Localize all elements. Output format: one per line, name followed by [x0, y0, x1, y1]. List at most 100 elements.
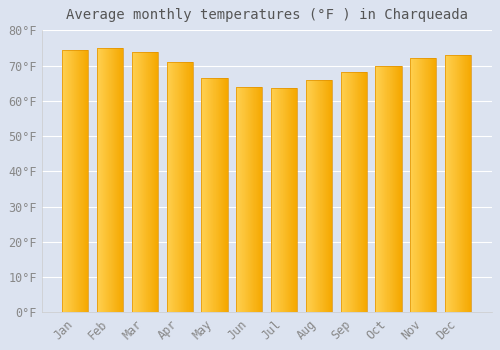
- Bar: [85, 50, 86, 313]
- Bar: [278, 88, 279, 313]
- Bar: [108, 48, 109, 313]
- Bar: [111, 48, 112, 313]
- Bar: [62, 50, 88, 313]
- Bar: [330, 80, 331, 313]
- Bar: [169, 62, 170, 313]
- Bar: [243, 87, 244, 313]
- Bar: [98, 48, 99, 313]
- Bar: [413, 58, 414, 313]
- Bar: [385, 66, 386, 313]
- Bar: [135, 52, 136, 313]
- Bar: [459, 55, 460, 313]
- Bar: [455, 55, 456, 313]
- Bar: [179, 62, 180, 313]
- Bar: [363, 72, 364, 313]
- Bar: [202, 78, 203, 313]
- Bar: [318, 80, 319, 313]
- Bar: [392, 66, 393, 313]
- Bar: [312, 80, 313, 313]
- Bar: [148, 52, 149, 313]
- Bar: [462, 55, 463, 313]
- Bar: [69, 50, 70, 313]
- Bar: [454, 55, 455, 313]
- Bar: [445, 55, 471, 313]
- Bar: [384, 66, 385, 313]
- Bar: [346, 72, 347, 313]
- Bar: [102, 48, 103, 313]
- Bar: [386, 66, 387, 313]
- Bar: [188, 62, 189, 313]
- Bar: [84, 50, 85, 313]
- Bar: [351, 72, 352, 313]
- Bar: [463, 55, 464, 313]
- Bar: [119, 48, 120, 313]
- Bar: [376, 66, 377, 313]
- Bar: [359, 72, 360, 313]
- Bar: [216, 78, 217, 313]
- Bar: [430, 58, 431, 313]
- Bar: [144, 52, 145, 313]
- Bar: [170, 62, 171, 313]
- Bar: [152, 52, 153, 313]
- Bar: [202, 78, 228, 313]
- Bar: [211, 78, 212, 313]
- Bar: [157, 52, 158, 313]
- Bar: [217, 78, 218, 313]
- Bar: [460, 55, 461, 313]
- Bar: [190, 62, 191, 313]
- Bar: [376, 66, 402, 313]
- Bar: [380, 66, 381, 313]
- Bar: [276, 88, 277, 313]
- Bar: [457, 55, 458, 313]
- Bar: [410, 58, 411, 313]
- Bar: [87, 50, 88, 313]
- Bar: [154, 52, 155, 313]
- Bar: [184, 62, 185, 313]
- Bar: [315, 80, 316, 313]
- Bar: [242, 87, 243, 313]
- Bar: [340, 72, 367, 313]
- Bar: [249, 87, 250, 313]
- Bar: [292, 88, 293, 313]
- Bar: [390, 66, 391, 313]
- Bar: [140, 52, 141, 313]
- Bar: [452, 55, 453, 313]
- Bar: [432, 58, 434, 313]
- Bar: [358, 72, 359, 313]
- Bar: [240, 87, 241, 313]
- Bar: [250, 87, 251, 313]
- Bar: [70, 50, 71, 313]
- Bar: [213, 78, 214, 313]
- Bar: [186, 62, 187, 313]
- Bar: [381, 66, 382, 313]
- Bar: [178, 62, 179, 313]
- Bar: [259, 87, 260, 313]
- Bar: [255, 87, 256, 313]
- Bar: [344, 72, 345, 313]
- Bar: [204, 78, 205, 313]
- Bar: [451, 55, 452, 313]
- Bar: [445, 55, 446, 313]
- Bar: [115, 48, 116, 313]
- Bar: [68, 50, 69, 313]
- Bar: [181, 62, 182, 313]
- Bar: [271, 88, 272, 313]
- Bar: [182, 62, 183, 313]
- Bar: [224, 78, 225, 313]
- Bar: [288, 88, 289, 313]
- Bar: [275, 88, 276, 313]
- Bar: [420, 58, 422, 313]
- Bar: [218, 78, 219, 313]
- Bar: [223, 78, 224, 313]
- Bar: [82, 50, 83, 313]
- Bar: [469, 55, 470, 313]
- Bar: [383, 66, 384, 313]
- Bar: [185, 62, 186, 313]
- Bar: [177, 62, 178, 313]
- Bar: [260, 87, 261, 313]
- Bar: [319, 80, 320, 313]
- Bar: [132, 52, 158, 313]
- Bar: [391, 66, 392, 313]
- Bar: [150, 52, 151, 313]
- Bar: [282, 88, 283, 313]
